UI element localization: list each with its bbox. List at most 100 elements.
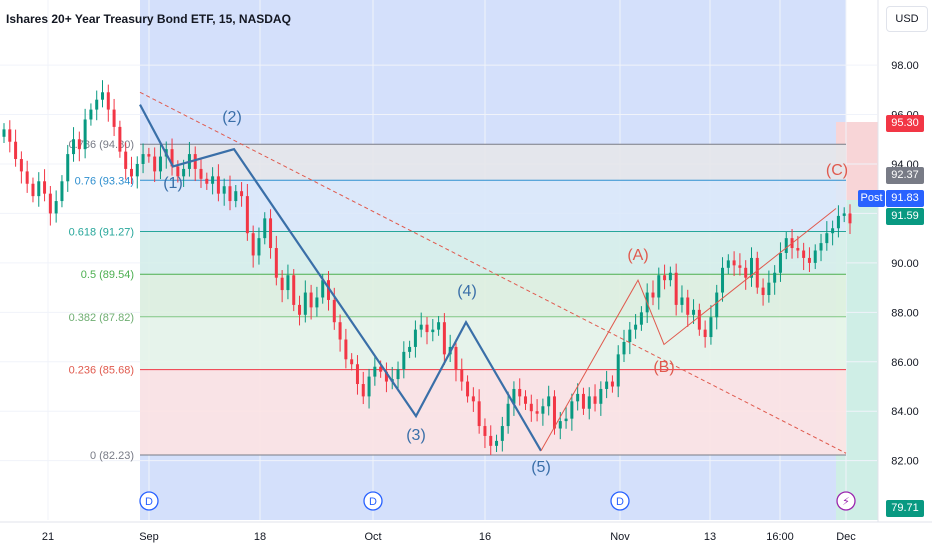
candle-body [135, 163, 139, 177]
candle-body [610, 381, 614, 387]
x-tick-label: 21 [42, 531, 54, 543]
candle-body [674, 272, 678, 305]
symbol-title: Ishares 20+ Year Treasury Bond ETF, 15, … [6, 12, 291, 26]
candle-body [500, 426, 504, 441]
candle-body [836, 215, 840, 229]
dividend-marker[interactable]: D [610, 491, 630, 511]
candle-body [2, 129, 6, 137]
candle-body [634, 324, 638, 330]
candle-body [686, 297, 690, 315]
candle-body [350, 359, 354, 365]
y-tick-label: 98.00 [891, 60, 919, 72]
candle-body [831, 228, 835, 234]
candle-body [512, 388, 516, 404]
y-tick-label: 90.00 [891, 258, 919, 270]
price-tag: 95.30 [886, 115, 924, 132]
x-tick-label: 16 [479, 531, 491, 543]
candle-body [182, 168, 186, 177]
candle-body [541, 406, 545, 414]
candle-body [605, 381, 609, 389]
candle-body [802, 250, 806, 258]
candle-body [216, 176, 220, 194]
candle-body [471, 396, 475, 402]
candle-body [193, 154, 197, 169]
x-tick-label: Nov [610, 531, 630, 543]
candle-body [529, 403, 533, 412]
corrective-wave-path [540, 208, 837, 452]
candle-body [807, 257, 811, 263]
candle-body [344, 339, 348, 360]
time-axis[interactable] [0, 522, 932, 550]
candle-body [552, 396, 556, 429]
candle-body [280, 277, 284, 291]
candle-body [773, 272, 777, 283]
candle-body [338, 322, 342, 340]
price-tag: 91.59 [886, 208, 924, 225]
candle-body [628, 329, 632, 342]
candle-body [326, 280, 330, 300]
candle-body [170, 149, 174, 167]
candle-body [292, 275, 296, 305]
candle-body [379, 366, 383, 372]
candle-body [697, 309, 701, 330]
candle-body [106, 92, 110, 110]
post-market-label: Post [858, 190, 885, 207]
x-tick-label: Dec [836, 531, 856, 543]
candle-body [848, 213, 852, 224]
lightning-icon: ⚡ [842, 496, 850, 508]
candle-body [442, 322, 446, 355]
candle-body [622, 341, 626, 355]
corrective-wave-label: (C) [826, 162, 848, 179]
fib-level-label: 0.382 (87.82) [69, 312, 134, 324]
fib-zone-fill [140, 144, 846, 181]
candle-body [709, 317, 713, 338]
dividend-marker[interactable]: D [363, 491, 383, 511]
candle-body [663, 275, 667, 281]
candle-body [158, 156, 162, 172]
candle-body [396, 369, 400, 380]
dividend-marker[interactable]: D [139, 491, 159, 511]
candle-body [124, 151, 128, 169]
candle-body [784, 238, 788, 253]
price-axis[interactable] [878, 0, 932, 550]
candle-body [431, 329, 435, 333]
fib-zone-fill [140, 316, 846, 370]
candle-body [506, 403, 510, 427]
candle-body [744, 267, 748, 278]
currency-button[interactable]: USD [886, 6, 928, 32]
candle-body [373, 366, 377, 377]
candle-body [83, 119, 87, 150]
candle-body [245, 196, 249, 234]
symbol-details: , 15, NASDAQ [212, 12, 291, 26]
candle-body [825, 233, 829, 244]
candle-body [408, 346, 412, 352]
candle-body [402, 351, 406, 370]
candle-body [118, 126, 122, 152]
candle-body [228, 186, 232, 202]
candle-body [222, 186, 226, 194]
x-tick-label: 18 [254, 531, 266, 543]
candle-body [298, 304, 302, 315]
dividend-marker-circle [139, 491, 159, 511]
candle-body [564, 418, 568, 422]
candle-body [460, 369, 464, 382]
dividend-marker-circle [363, 491, 383, 511]
candle-body [60, 181, 64, 202]
candle-body [755, 257, 759, 288]
candle-body [721, 267, 725, 293]
candle-body [234, 191, 238, 202]
dividend-marker-label: D [369, 496, 377, 508]
candle-body [176, 166, 180, 177]
candle-body [483, 426, 487, 436]
candle-body [796, 248, 800, 251]
candle-body [367, 376, 371, 397]
candle-body [587, 396, 591, 409]
candle-body [518, 388, 522, 397]
corrective-wave-label: (B) [653, 359, 674, 376]
earnings-lightning-marker[interactable]: ⚡ [836, 491, 856, 511]
candle-body [43, 181, 47, 194]
candle-body [576, 393, 580, 402]
candle-body [767, 282, 771, 296]
